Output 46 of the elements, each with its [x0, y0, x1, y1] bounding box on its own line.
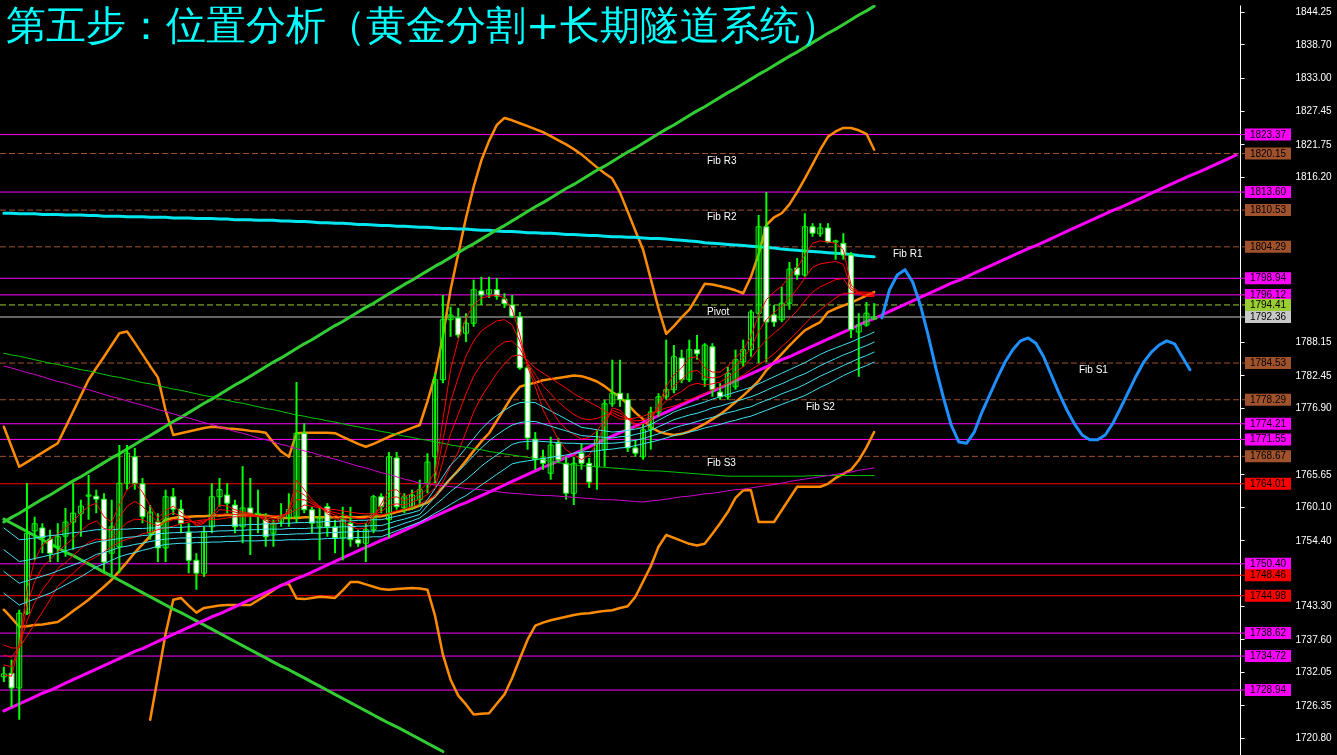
- annotation: Pivot: [707, 305, 730, 317]
- annotation: Fib S1: [1079, 364, 1109, 376]
- ref-line-label: 1771.55: [1249, 433, 1287, 445]
- ref-line-label: 1810.53: [1249, 204, 1287, 216]
- ref-line-label: 1768.67: [1249, 450, 1287, 462]
- ref-line-label: 1774.21: [1249, 417, 1287, 429]
- annotation: Fib R2: [707, 211, 737, 223]
- ref-line-label: 1798.94: [1249, 272, 1287, 284]
- y-tick-label: 1844.25: [1295, 6, 1333, 18]
- ref-line-label: 1792.36: [1249, 311, 1287, 322]
- y-tick-label: 1765.65: [1295, 468, 1333, 480]
- y-tick-label: 1782.45: [1295, 369, 1333, 381]
- annotation: Fib R1: [893, 247, 923, 259]
- y-tick-label: 1788.15: [1295, 336, 1333, 348]
- y-tick-label: 1833.00: [1295, 72, 1333, 84]
- annotation: Fib S2: [806, 400, 836, 412]
- ref-line-label: 1738.62: [1249, 627, 1287, 639]
- y-tick-label: 1754.40: [1295, 534, 1333, 546]
- ref-line-label: 1796.12: [1249, 288, 1287, 300]
- y-tick-label: 1760.10: [1295, 501, 1333, 513]
- chart-title: 第五步：位置分析（黄金分割+长期隧道系统）: [6, 2, 840, 48]
- annotation: Fib R3: [707, 154, 737, 166]
- ref-line-label: 1804.29: [1249, 240, 1287, 252]
- y-tick-label: 1827.45: [1295, 105, 1333, 117]
- y-tick-label: 1838.70: [1295, 38, 1333, 50]
- y-tick-label: 1720.80: [1295, 732, 1333, 744]
- ref-line-label: 1823.37: [1249, 128, 1287, 140]
- y-tick-label: 1743.30: [1295, 600, 1333, 612]
- ref-line-label: 1734.72: [1249, 650, 1287, 662]
- y-tick-label: 1816.20: [1295, 171, 1333, 183]
- ref-line-label: 1813.60: [1249, 186, 1287, 198]
- ref-line-label: 1820.15: [1249, 147, 1287, 159]
- ref-line-label: 1744.98: [1249, 589, 1287, 601]
- annotation: Fib S3: [707, 457, 737, 469]
- y-tick-label: 1726.35: [1295, 699, 1333, 711]
- ref-line-label: 1778.29: [1249, 393, 1287, 405]
- y-tick-label: 1732.05: [1295, 666, 1333, 678]
- ref-line-label: 1784.53: [1249, 357, 1287, 369]
- ref-line-label: 1794.41: [1249, 298, 1287, 310]
- ref-line-label: 1750.40: [1249, 557, 1287, 569]
- ref-line-label: 1728.94: [1249, 684, 1287, 696]
- ref-line-label: 1748.46: [1249, 569, 1287, 581]
- ref-line-label: 1764.01: [1249, 477, 1287, 489]
- y-tick-label: 1776.90: [1295, 402, 1333, 414]
- y-tick-label: 1737.60: [1295, 633, 1333, 645]
- y-tick-label: 1821.75: [1295, 138, 1333, 150]
